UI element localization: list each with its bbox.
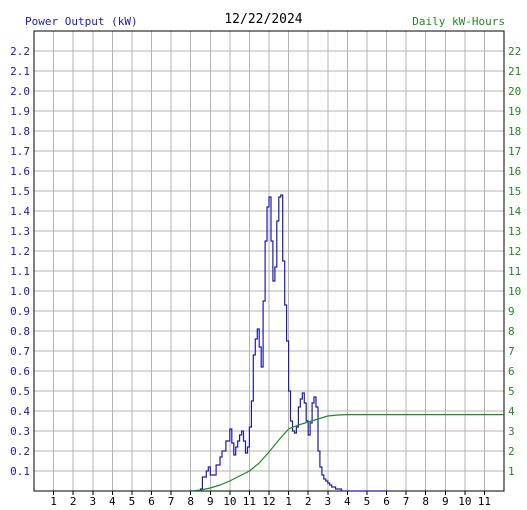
y-left-tick-label: 2.0	[10, 85, 30, 98]
y-right-tick-label: 12	[508, 245, 521, 258]
y-right-tick-label: 10	[508, 285, 521, 298]
y-left-tick-label: 1.4	[10, 205, 30, 218]
x-tick-label: 8	[187, 495, 194, 508]
x-tick-label: 3	[324, 495, 331, 508]
y-right-tick-label: 2	[508, 445, 515, 458]
x-tick-label: 12	[262, 495, 275, 508]
x-tick-label: 9	[207, 495, 214, 508]
y-left-tick-label: 1.8	[10, 125, 30, 138]
x-tick-label: 10	[223, 495, 236, 508]
y-right-tick-label: 21	[508, 65, 521, 78]
y-left-tick-label: 1.6	[10, 165, 30, 178]
x-tick-label: 6	[383, 495, 390, 508]
y-right-tick-label: 9	[508, 305, 515, 318]
y-left-tick-label: 0.8	[10, 325, 30, 338]
y-right-tick-label: 17	[508, 145, 521, 158]
y-right-tick-label: 19	[508, 105, 521, 118]
x-tick-label: 4	[109, 495, 116, 508]
y-right-tick-label: 8	[508, 325, 515, 338]
x-tick-label: 7	[168, 495, 175, 508]
y-left-tick-label: 2.1	[10, 65, 30, 78]
daily-kwh-line	[190, 414, 504, 492]
y-right-tick-label: 16	[508, 165, 521, 178]
x-tick-label: 3	[89, 495, 96, 508]
y-left-tick-label: 1.5	[10, 185, 30, 198]
right-axis-title: Daily kW-Hours	[412, 15, 505, 28]
y-left-tick-label: 2.2	[10, 45, 30, 58]
chart-date-title: 12/22/2024	[224, 12, 303, 27]
x-tick-label: 2	[305, 495, 312, 508]
y-right-tick-label: 3	[508, 425, 515, 438]
y-left-tick-label: 0.5	[10, 385, 30, 398]
y-left-tick-label: 0.9	[10, 305, 30, 318]
y-left-tick-label: 1.7	[10, 145, 30, 158]
y-left-tick-label: 1.9	[10, 105, 30, 118]
y-right-tick-label: 11	[508, 265, 521, 278]
x-tick-label: 1	[285, 495, 292, 508]
y-left-tick-label: 1.3	[10, 225, 30, 238]
y-right-tick-label: 6	[508, 365, 515, 378]
y-left-tick-label: 0.1	[10, 465, 30, 478]
y-left-tick-label: 1.1	[10, 265, 30, 278]
y-left-tick-label: 0.7	[10, 345, 30, 358]
x-tick-label: 11	[478, 495, 491, 508]
y-left-tick-label: 1.0	[10, 285, 30, 298]
y-right-tick-label: 1	[508, 465, 515, 478]
y-left-tick-label: 0.2	[10, 445, 30, 458]
x-tick-label: 2	[70, 495, 77, 508]
y-left-tick-label: 0.6	[10, 365, 30, 378]
y-right-tick-label: 7	[508, 345, 515, 358]
x-tick-label: 8	[422, 495, 429, 508]
y-left-tick-label: 1.2	[10, 245, 30, 258]
x-tick-label: 4	[344, 495, 351, 508]
left-axis-title: Power Output (kW)	[25, 15, 138, 28]
y-right-tick-label: 14	[508, 205, 522, 218]
power-output-line	[190, 194, 387, 492]
y-right-tick-label: 18	[508, 125, 521, 138]
x-tick-label: 7	[403, 495, 410, 508]
x-tick-label: 1	[50, 495, 57, 508]
y-right-tick-label: 5	[508, 385, 515, 398]
x-tick-label: 5	[364, 495, 371, 508]
x-tick-label: 6	[148, 495, 155, 508]
x-tick-label: 10	[458, 495, 471, 508]
y-right-tick-label: 4	[508, 405, 515, 418]
x-tick-label: 5	[129, 495, 136, 508]
y-right-tick-label: 13	[508, 225, 521, 238]
y-right-tick-label: 20	[508, 85, 521, 98]
y-left-tick-label: 0.3	[10, 425, 30, 438]
y-right-tick-label: 22	[508, 45, 521, 58]
x-tick-label: 9	[442, 495, 449, 508]
x-tick-label: 11	[243, 495, 256, 508]
y-left-tick-label: 0.4	[10, 405, 30, 418]
y-right-tick-label: 15	[508, 185, 521, 198]
